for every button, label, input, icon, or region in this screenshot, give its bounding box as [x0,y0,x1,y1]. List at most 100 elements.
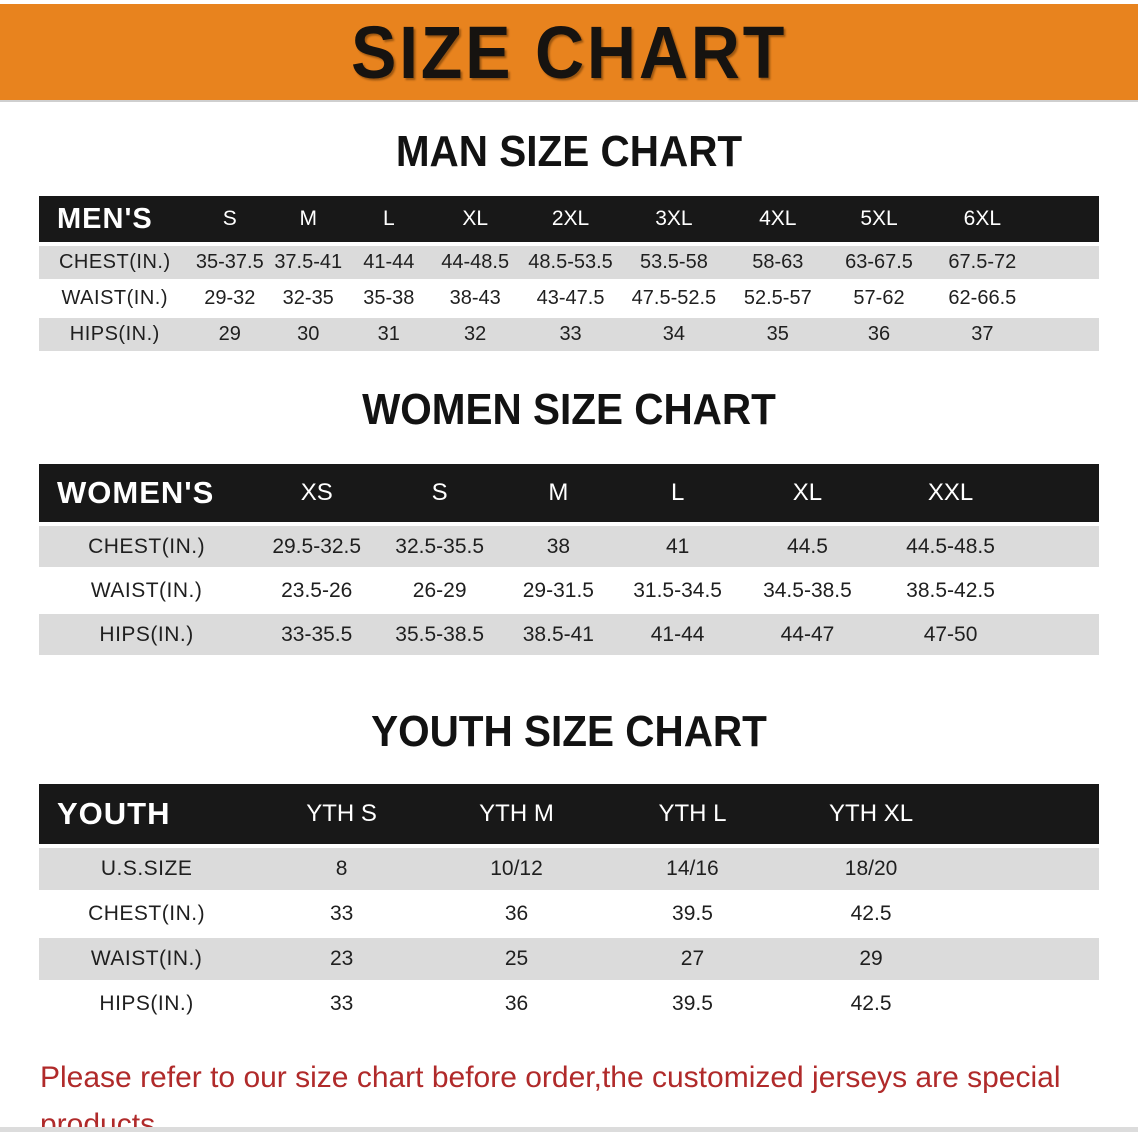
size-column-header: 2XL [520,196,621,246]
measurement-value: 34.5-38.5 [738,568,877,614]
measurement-value: 35-37.5 [190,244,270,282]
measurement-label: HIPS(IN.) [39,316,191,354]
size-column-header: XL [430,196,521,246]
measurement-label: U.S.SIZE [39,846,255,893]
measurement-value: 29 [190,316,270,354]
measurement-row: CHEST(IN.) 33 36 39.5 42.5 [39,891,1099,938]
youth-size-section: YOUTH SIZE CHART YOUTH YTH S YTH M YTH L YTH… [0,708,1138,1028]
measurement-row: CHEST(IN.) 29.5-32.5 32.5-35.5 38 41 44.5 44.5… [39,524,1099,570]
measurement-row: CHEST(IN.) 35-37.5 37.5-41 41-44 44-48.5 48.5… [39,244,1099,282]
measurement-row: U.S.SIZE 8 10/12 14/16 18/20 [39,846,1099,893]
measurement-value: 26-29 [379,568,501,614]
measurement-value: 23.5-26 [254,568,380,614]
measurement-value: 32.5-35.5 [379,524,501,570]
measurement-value: 39.5 [603,891,781,938]
measurement-value: 47.5-52.5 [620,280,727,318]
measurement-row: HIPS(IN.) 33-35.5 35.5-38.5 38.5-41 41-44 44-… [39,612,1099,658]
measurement-value: 31 [347,316,431,354]
measurement-row: WAIST(IN.) 23 25 27 29 [39,936,1099,983]
size-column-header: 6XL [929,196,1036,246]
measurement-value: 38.5-42.5 [876,568,1025,614]
measurement-value: 44.5-48.5 [876,524,1025,570]
measurement-label: CHEST(IN.) [39,891,255,938]
men-size-section: MAN SIZE CHART MEN'S S M L XL 2XL 3XL 4XL 5XL 6XL… [0,128,1138,354]
measurement-value: 10/12 [429,846,604,893]
youth-size-table: YOUTH YTH S YTH M YTH L YTH XL U.S.SIZE 8 10/12… [39,784,1099,1028]
measurement-value: 32 [430,316,521,354]
table-group-label: WOMEN'S [39,464,255,526]
measurement-value: 42.5 [780,981,962,1028]
measurement-label: WAIST(IN.) [39,936,255,983]
men-size-table: MEN'S S M L XL 2XL 3XL 4XL 5XL 6XL CHEST(IN.) 35-37… [39,196,1099,354]
measurement-value: 58-63 [726,244,829,282]
measurement-value: 27 [603,936,781,983]
size-column-header: S [190,196,270,246]
row-filler-cell [961,981,1099,1028]
measurement-value: 48.5-53.5 [520,244,621,282]
measurement-value: 23 [254,936,430,983]
header-filler-cell [1024,464,1099,526]
measurement-value: 67.5-72 [929,244,1036,282]
order-policy-note: Please refer to our size chart before or… [0,1054,1138,1132]
size-column-header: YTH XL [780,784,962,848]
row-filler-cell [1035,280,1099,318]
measurement-value: 35 [726,316,829,354]
measurement-row: WAIST(IN.) 23.5-26 26-29 29-31.5 31.5-34.5 34… [39,568,1099,614]
row-filler-cell [961,846,1099,893]
measurement-value: 36 [429,891,604,938]
measurement-value: 31.5-34.5 [616,568,739,614]
row-filler-cell [1024,612,1099,658]
order-policy-line-1: Please refer to our size chart before or… [40,1061,1061,1132]
women-section-heading: WOMEN SIZE CHART [362,385,776,434]
measurement-value: 44-47 [738,612,877,658]
size-chart-banner: SIZE CHART [0,4,1138,102]
size-column-header: XL [738,464,877,526]
measurement-value: 62-66.5 [929,280,1036,318]
size-column-header: 3XL [620,196,727,246]
measurement-value: 32-35 [269,280,348,318]
size-column-header: YTH L [603,784,781,848]
size-column-header: L [347,196,431,246]
measurement-value: 33 [254,891,430,938]
size-table-header-row: WOMEN'S XS S M L XL XXL [39,464,1099,526]
size-column-header: XS [254,464,380,526]
measurement-value: 41-44 [616,612,739,658]
women-size-table: WOMEN'S XS S M L XL XXL CHEST(IN.) 29.5-32.5 32.5… [39,464,1099,658]
measurement-value: 37 [929,316,1036,354]
measurement-value: 35-38 [347,280,431,318]
measurement-value: 33 [254,981,430,1028]
measurement-value: 36 [828,316,930,354]
measurement-label: WAIST(IN.) [39,280,191,318]
measurement-label: WAIST(IN.) [39,568,255,614]
measurement-value: 53.5-58 [620,244,727,282]
measurement-value: 42.5 [780,891,962,938]
measurement-label: HIPS(IN.) [39,981,255,1028]
men-section-heading: MAN SIZE CHART [395,127,743,176]
size-column-header: 4XL [726,196,829,246]
measurement-value: 36 [429,981,604,1028]
measurement-row: WAIST(IN.) 29-32 32-35 35-38 38-43 43-47.5 47.… [39,280,1099,318]
measurement-value: 29.5-32.5 [254,524,380,570]
size-column-header: L [616,464,739,526]
size-column-header: XXL [876,464,1025,526]
measurement-row: HIPS(IN.) 29 30 31 32 33 34 35 36 37 [39,316,1099,354]
measurement-value: 41 [616,524,739,570]
bottom-edge-stripe [0,1127,1138,1132]
measurement-value: 14/16 [603,846,781,893]
size-chart-page: SIZE CHART MAN SIZE CHART MEN'S S M L XL 2XL 3… [0,4,1138,1132]
row-filler-cell [961,891,1099,938]
measurement-value: 57-62 [828,280,930,318]
measurement-value: 52.5-57 [726,280,829,318]
measurement-value: 63-67.5 [828,244,930,282]
measurement-value: 38-43 [430,280,521,318]
measurement-value: 33 [520,316,621,354]
measurement-value: 43-47.5 [520,280,621,318]
measurement-value: 18/20 [780,846,962,893]
measurement-value: 33-35.5 [254,612,380,658]
measurement-value: 25 [429,936,604,983]
measurement-value: 35.5-38.5 [379,612,501,658]
row-filler-cell [1035,316,1099,354]
measurement-value: 34 [620,316,727,354]
measurement-value: 37.5-41 [269,244,348,282]
measurement-value: 38.5-41 [500,612,617,658]
